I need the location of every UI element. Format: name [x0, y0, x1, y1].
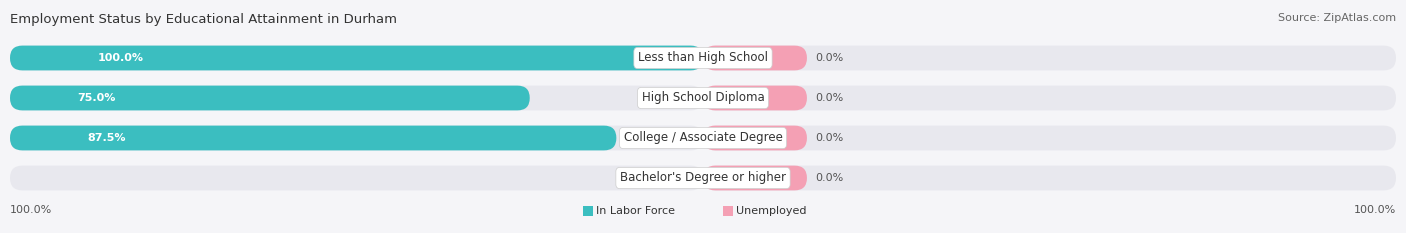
FancyBboxPatch shape [10, 46, 703, 70]
Text: Source: ZipAtlas.com: Source: ZipAtlas.com [1278, 13, 1396, 23]
FancyBboxPatch shape [10, 126, 616, 150]
Text: 100.0%: 100.0% [1354, 205, 1396, 215]
FancyBboxPatch shape [703, 86, 1396, 110]
FancyBboxPatch shape [703, 166, 1396, 190]
Text: In Labor Force: In Labor Force [596, 206, 675, 216]
Text: Less than High School: Less than High School [638, 51, 768, 65]
Text: Employment Status by Educational Attainment in Durham: Employment Status by Educational Attainm… [10, 13, 396, 26]
Text: 0.0%: 0.0% [815, 93, 844, 103]
Text: 75.0%: 75.0% [77, 93, 115, 103]
Text: College / Associate Degree: College / Associate Degree [624, 131, 782, 144]
Text: 0.0%: 0.0% [815, 53, 844, 63]
Text: Unemployed: Unemployed [735, 206, 807, 216]
FancyBboxPatch shape [10, 86, 530, 110]
FancyBboxPatch shape [703, 46, 807, 70]
FancyBboxPatch shape [723, 206, 733, 216]
Text: 0.0%: 0.0% [669, 173, 697, 183]
Text: Bachelor's Degree or higher: Bachelor's Degree or higher [620, 171, 786, 185]
FancyBboxPatch shape [703, 126, 807, 150]
FancyBboxPatch shape [10, 46, 703, 70]
Text: 0.0%: 0.0% [815, 173, 844, 183]
FancyBboxPatch shape [10, 126, 703, 150]
FancyBboxPatch shape [703, 86, 807, 110]
Text: High School Diploma: High School Diploma [641, 92, 765, 104]
FancyBboxPatch shape [10, 166, 703, 190]
FancyBboxPatch shape [703, 46, 1396, 70]
FancyBboxPatch shape [583, 206, 593, 216]
Text: 100.0%: 100.0% [98, 53, 145, 63]
FancyBboxPatch shape [703, 126, 1396, 150]
Text: 100.0%: 100.0% [10, 205, 52, 215]
FancyBboxPatch shape [10, 86, 703, 110]
FancyBboxPatch shape [703, 166, 807, 190]
Text: 87.5%: 87.5% [87, 133, 127, 143]
Text: 0.0%: 0.0% [815, 133, 844, 143]
